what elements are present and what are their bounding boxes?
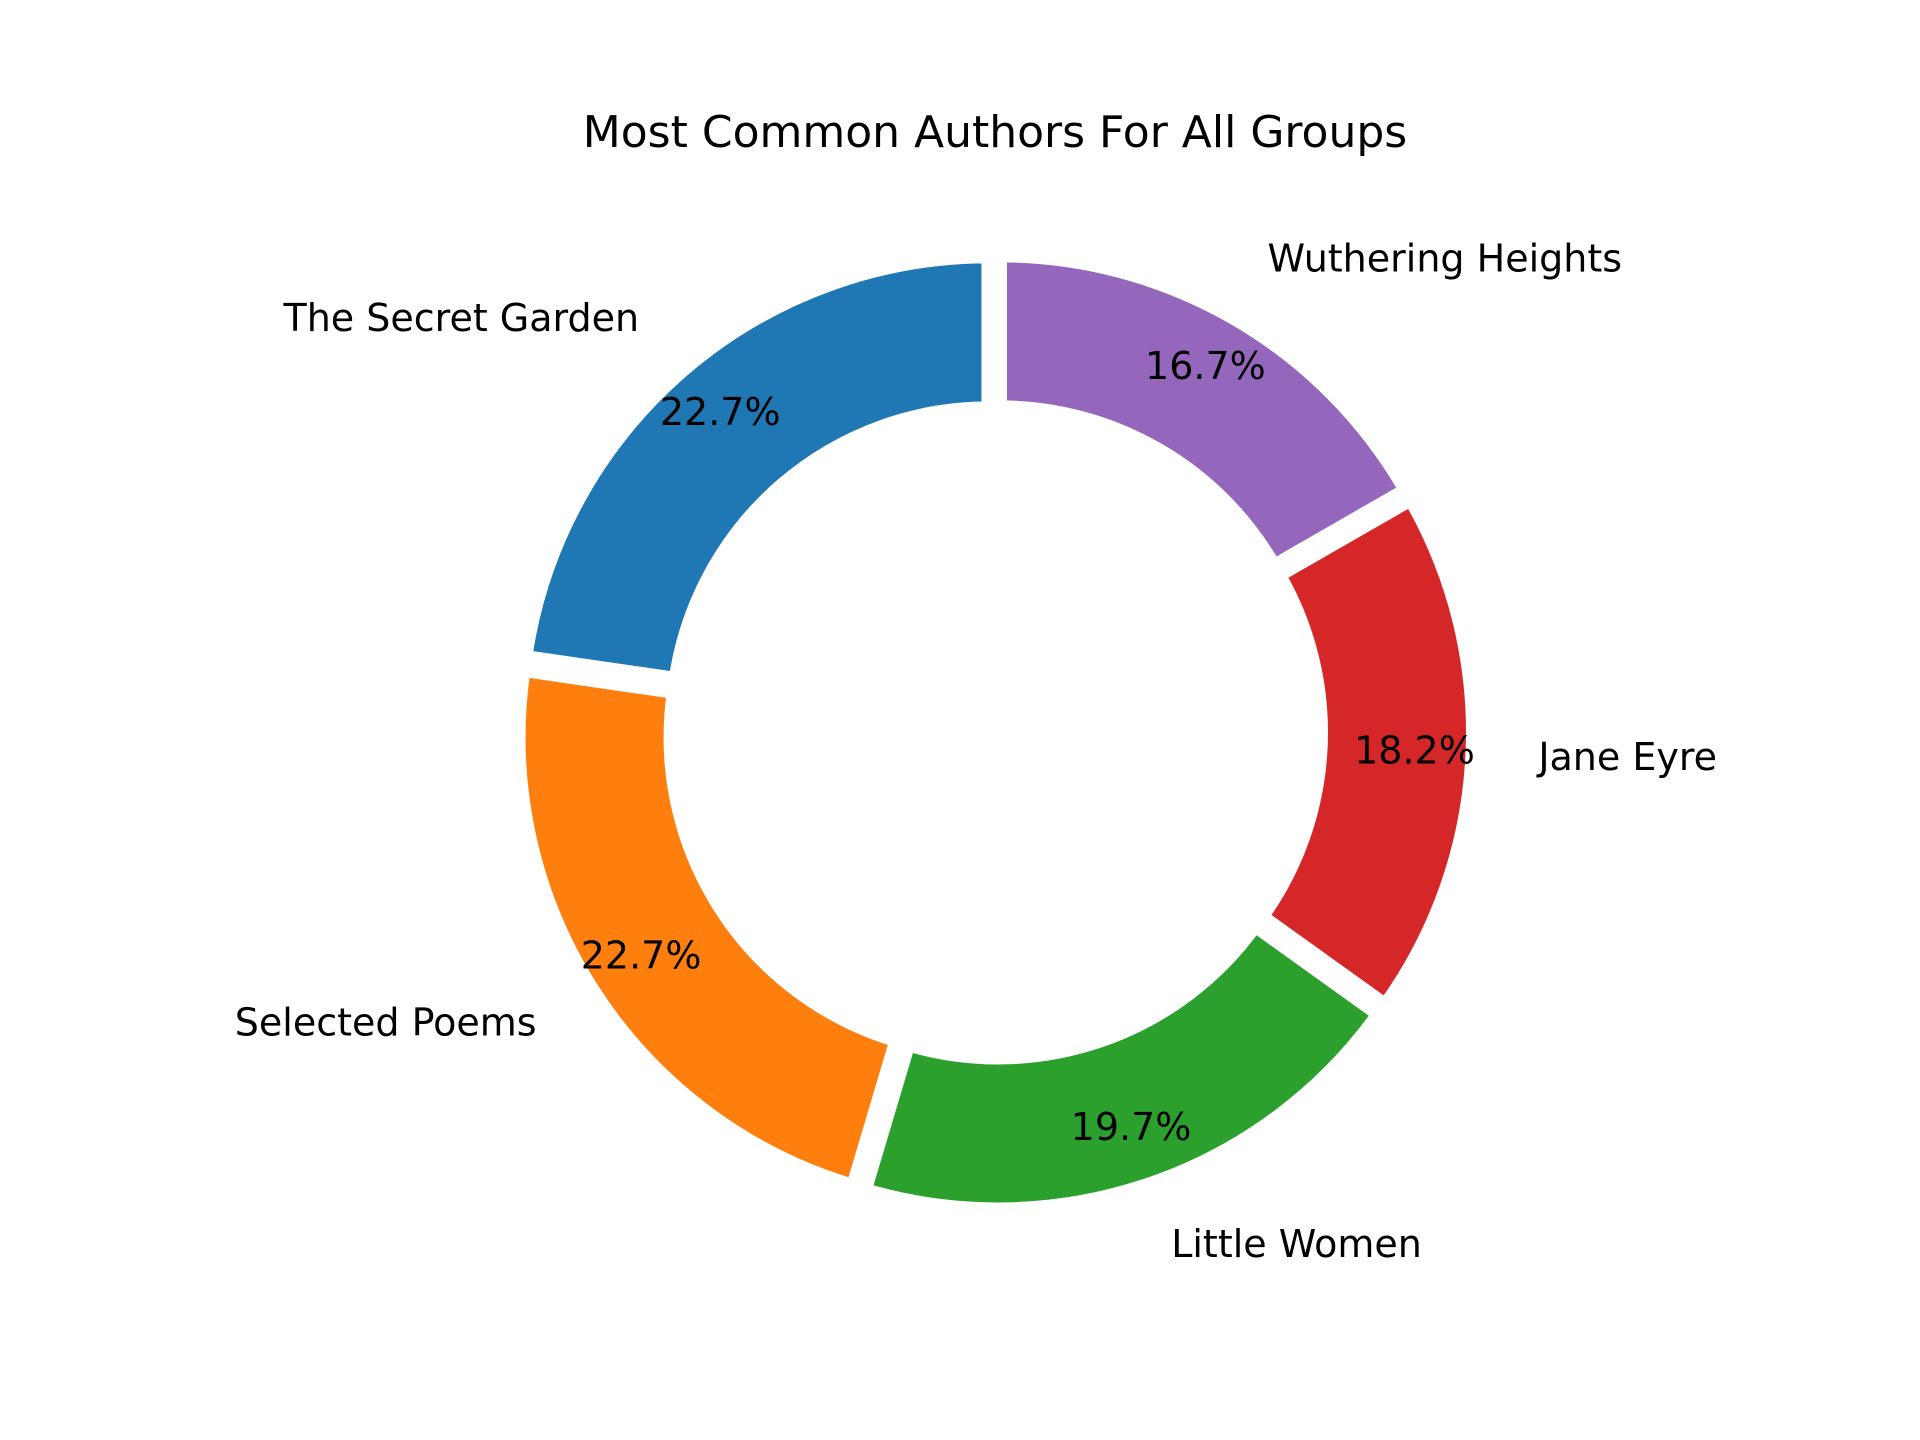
slice-the-secret-garden (517, 249, 996, 687)
pct-label-jane-eyre: 18.2% (1354, 729, 1475, 773)
slice-wuthering-heights (993, 248, 1416, 576)
pct-label-selected-poems: 22.7% (581, 934, 702, 978)
slice-little-women (856, 915, 1389, 1217)
slice-label-little-women: Little Women (1171, 1222, 1422, 1266)
pct-label-little-women: 19.7% (1071, 1105, 1192, 1149)
pct-label-the-secret-garden: 22.7% (660, 390, 781, 434)
slice-jane-eyre (1252, 489, 1480, 1015)
slice-label-the-secret-garden: The Secret Garden (283, 296, 640, 340)
labels-group: The Secret Garden 22.7% Selected Poems 22.7… (235, 237, 1717, 1267)
slice-label-selected-poems: Selected Poems (235, 1000, 537, 1044)
slice-label-wuthering-heights: Wuthering Heights (1267, 237, 1622, 281)
slices-group (511, 248, 1480, 1217)
chart-title: Most Common Authors For All Groups (583, 107, 1407, 158)
slice-selected-poems (511, 662, 906, 1195)
pct-label-wuthering-heights: 16.7% (1145, 344, 1266, 388)
slice-label-jane-eyre: Jane Eyre (1536, 735, 1717, 779)
